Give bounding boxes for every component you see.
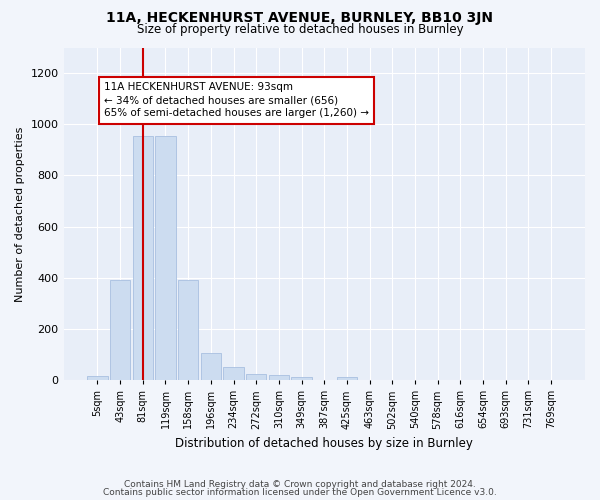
Text: 11A, HECKENHURST AVENUE, BURNLEY, BB10 3JN: 11A, HECKENHURST AVENUE, BURNLEY, BB10 3… [107,11,493,25]
Bar [87,376,107,380]
Text: Size of property relative to detached houses in Burnley: Size of property relative to detached ho… [137,22,463,36]
Text: Contains HM Land Registry data © Crown copyright and database right 2024.: Contains HM Land Registry data © Crown c… [124,480,476,489]
Text: Contains public sector information licensed under the Open Government Licence v3: Contains public sector information licen… [103,488,497,497]
Bar [223,368,244,380]
Text: 11A HECKENHURST AVENUE: 93sqm
← 34% of detached houses are smaller (656)
65% of : 11A HECKENHURST AVENUE: 93sqm ← 34% of d… [104,82,369,118]
Bar [178,280,199,380]
Bar [269,375,289,380]
Y-axis label: Number of detached properties: Number of detached properties [15,126,25,302]
Bar [246,374,266,380]
Bar [133,136,153,380]
Bar [200,354,221,380]
Bar [155,136,176,380]
Bar [337,377,357,380]
Bar [292,377,312,380]
X-axis label: Distribution of detached houses by size in Burnley: Distribution of detached houses by size … [175,437,473,450]
Bar [110,280,130,380]
